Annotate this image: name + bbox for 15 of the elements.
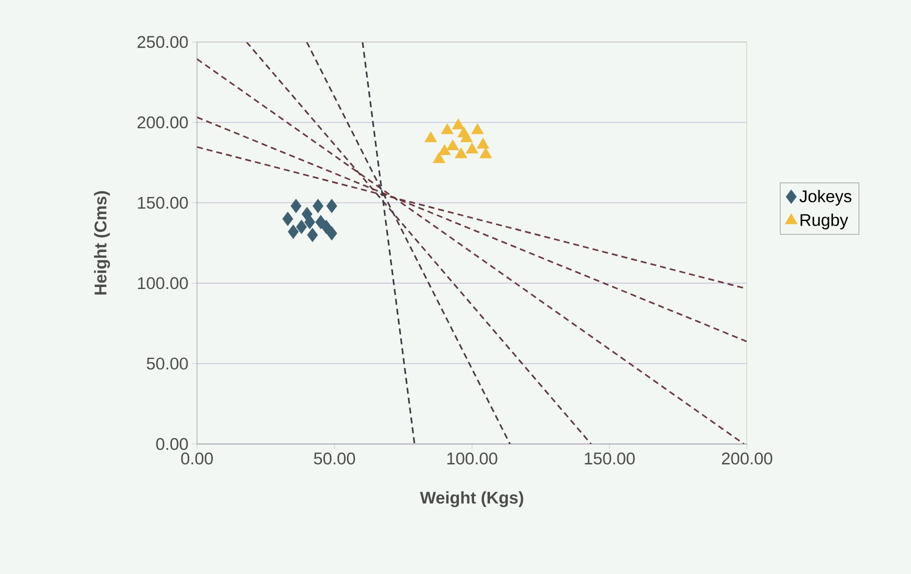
- x-tick-label: 50.00: [314, 452, 356, 464]
- x-tick-label: 150.00: [584, 452, 635, 464]
- y-tick-label: 0.00: [156, 438, 188, 450]
- y-tick-label: 100.00: [138, 277, 188, 290]
- x-axis-title: Weight (Kgs): [420, 491, 524, 508]
- x-tick-label: 200.00: [722, 452, 772, 464]
- x-tick-label: 0.00: [181, 452, 213, 464]
- y-tick-label: 50.00: [146, 358, 188, 370]
- y-tick-label: 250.00: [138, 36, 188, 48]
- y-axis-title: Height (Cms): [94, 191, 110, 295]
- legend-label: Rugby: [800, 214, 848, 230]
- y-tick-label: 200.00: [138, 116, 188, 128]
- y-tick-label: 150.00: [138, 196, 188, 209]
- x-tick-label: 100.00: [447, 452, 498, 464]
- legend-label: Jokeys: [800, 190, 852, 206]
